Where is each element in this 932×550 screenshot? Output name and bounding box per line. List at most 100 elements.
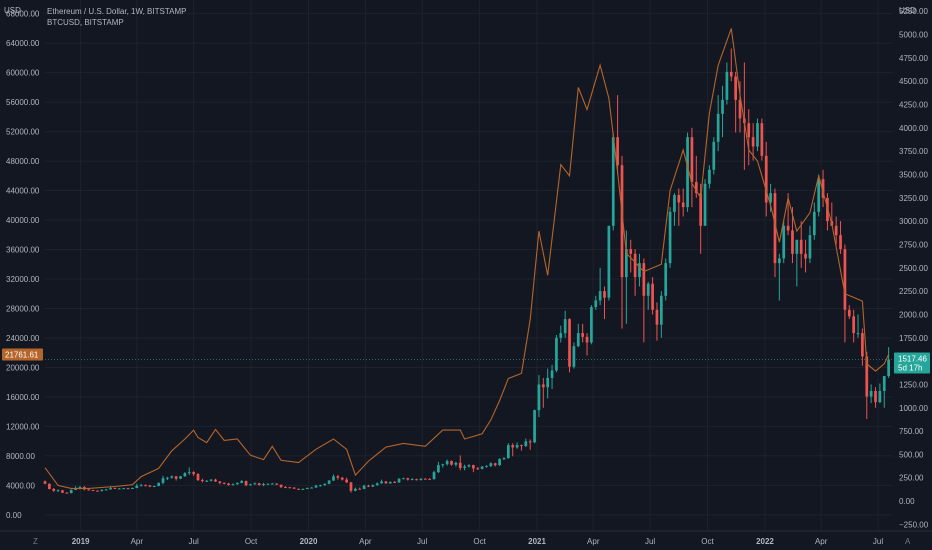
time-axis-tick-label: Jul: [873, 537, 883, 546]
candle: [576, 323, 580, 348]
candle-body: [187, 472, 191, 474]
candle-body: [629, 249, 633, 254]
left-axis-tick-label: 68000.00: [6, 10, 40, 19]
candle: [415, 478, 418, 481]
candle-body: [485, 466, 488, 468]
candle-body: [91, 490, 95, 492]
time-axis: 2019 Apr Jul Oct 2020 Apr Jul Oct 2021 Apr Jul Oct 2…: [72, 537, 884, 546]
candle: [629, 239, 633, 273]
candle-body: [546, 377, 550, 388]
candle: [852, 309, 856, 343]
candle-body: [126, 488, 130, 490]
candle-body: [380, 481, 383, 484]
candle: [122, 488, 126, 490]
candle: [292, 487, 296, 489]
candle: [135, 483, 139, 489]
candle: [406, 477, 410, 481]
candle-body: [288, 487, 292, 489]
left-axis-tick-label: 8000.00: [6, 452, 35, 461]
candle: [598, 267, 602, 306]
candle: [432, 470, 436, 480]
candle: [498, 458, 501, 467]
candle: [327, 480, 331, 485]
candle: [795, 239, 799, 287]
candle: [358, 487, 362, 490]
candle-body: [581, 333, 585, 337]
candle: [725, 62, 729, 105]
candle: [869, 384, 873, 404]
candle: [607, 225, 611, 301]
candle-body: [249, 484, 252, 486]
zoom-button[interactable]: Z: [33, 537, 38, 546]
right-axis-tick-label: 4750.00: [899, 54, 928, 63]
candle-body: [861, 333, 864, 357]
candle: [192, 471, 195, 476]
candle: [393, 481, 397, 483]
candle-body: [799, 239, 803, 254]
candle-body: [214, 479, 217, 482]
btc-last-price-badge: 21761.61: [2, 348, 43, 361]
candle: [620, 155, 624, 329]
candle: [708, 165, 711, 189]
candle-body: [227, 483, 230, 486]
candle-body: [69, 489, 73, 494]
candle: [633, 249, 637, 296]
candle: [91, 489, 95, 492]
right-axis-tick-label: 5000.00: [899, 31, 928, 40]
candle-body: [135, 485, 139, 489]
candle-body: [231, 484, 235, 486]
candle-body: [450, 460, 453, 465]
candle: [502, 457, 506, 461]
candle: [139, 483, 143, 487]
candle: [834, 216, 838, 245]
candle-body: [240, 481, 244, 483]
candle: [380, 479, 383, 484]
candle-body: [590, 306, 593, 343]
time-axis-tick-label: Oct: [701, 537, 714, 546]
candle-body: [633, 253, 637, 278]
candle-body: [402, 478, 405, 480]
candle-body: [209, 479, 213, 481]
candle-body: [646, 283, 650, 296]
auto-scale-button[interactable]: A: [905, 537, 911, 546]
candle-body: [559, 333, 563, 338]
candle: [747, 109, 751, 166]
candle: [43, 480, 47, 485]
candle: [345, 477, 348, 483]
comparison-symbol-label: BTCUSD, BITSTAMP: [47, 18, 124, 27]
candle-body: [712, 141, 716, 170]
candle-body: [340, 477, 344, 480]
candle: [437, 461, 440, 474]
candle: [257, 482, 261, 486]
candle-body: [489, 463, 493, 467]
time-axis-tick-label: Oct: [245, 537, 258, 546]
candle: [157, 482, 161, 487]
candle: [480, 466, 484, 470]
candle-body: [537, 384, 541, 411]
candle-body: [734, 76, 737, 100]
candle: [681, 188, 685, 217]
candle: [56, 489, 60, 492]
candle-body: [598, 291, 602, 301]
candle-body: [721, 99, 724, 114]
candle-body: [362, 485, 366, 489]
candle-body: [332, 476, 335, 481]
candle-body: [131, 488, 134, 490]
candle: [131, 487, 134, 490]
candle-body: [782, 225, 786, 259]
candle: [275, 483, 279, 486]
candle: [240, 480, 244, 484]
candle-body: [533, 410, 536, 443]
candle-body: [353, 488, 357, 491]
time-axis-tick-label: Apr: [815, 537, 828, 546]
candle-body: [607, 225, 611, 298]
candle-body: [659, 295, 663, 325]
candle-body: [336, 476, 340, 478]
candle-body: [550, 370, 554, 378]
candle: [751, 123, 755, 161]
candle-body: [65, 492, 69, 494]
candle: [375, 482, 379, 486]
candle-body: [502, 458, 506, 460]
